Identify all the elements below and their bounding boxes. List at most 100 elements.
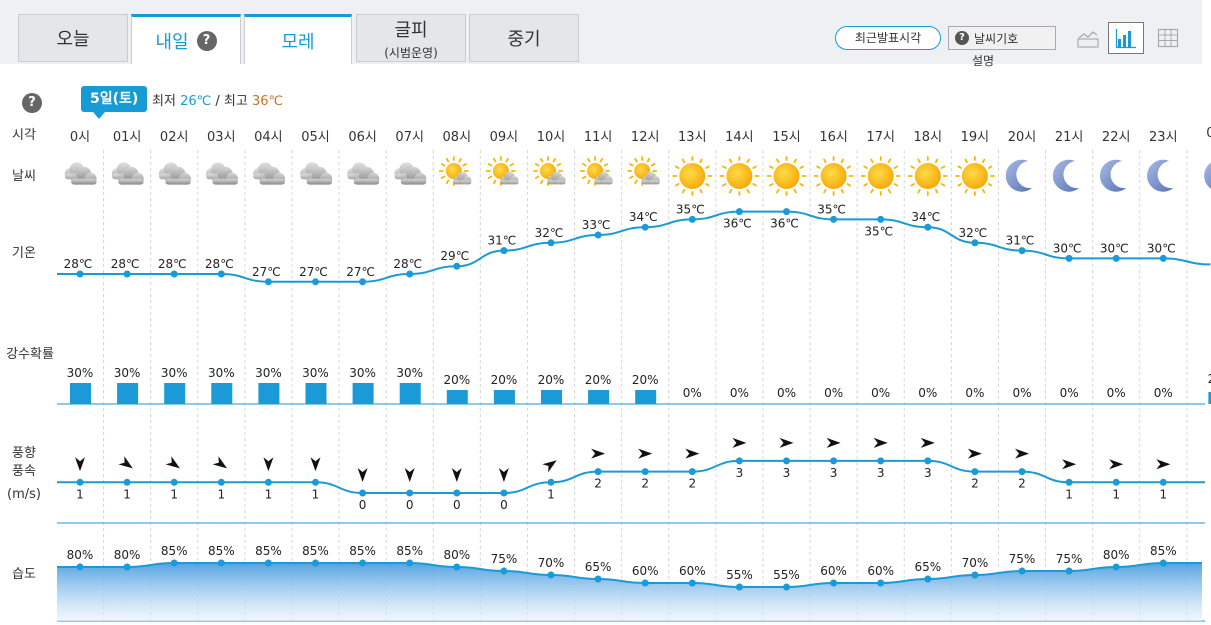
humidity-label: 80% xyxy=(1103,548,1130,562)
max-temp-label: 최고 xyxy=(223,94,248,109)
precip-label: 0% xyxy=(918,386,937,400)
wind-speed-point xyxy=(688,468,696,476)
wind-direction-icon xyxy=(118,456,133,469)
temperature-point xyxy=(641,223,649,231)
wind-speed-label: 1 xyxy=(1112,487,1120,501)
tab-2[interactable]: 내일? xyxy=(131,14,241,64)
wind-speed-label: 1 xyxy=(1159,487,1167,501)
temperature-label: 28℃ xyxy=(393,257,422,271)
moon-icon xyxy=(1147,159,1174,192)
wind-speed-label: 1 xyxy=(217,487,225,501)
wind-speed-point xyxy=(1112,478,1120,486)
wind-speed-point xyxy=(547,478,555,486)
tab-4[interactable]: 글피 (시범운영) xyxy=(356,14,466,62)
precip-bar xyxy=(258,383,280,404)
humidity-point xyxy=(547,571,555,579)
hour-label: 16시 xyxy=(819,130,848,145)
temperature-label: 28℃ xyxy=(111,257,140,271)
temperature-point xyxy=(264,278,272,286)
humidity-point xyxy=(1065,567,1073,575)
sunny-icon xyxy=(955,156,995,196)
hour-label: 12시 xyxy=(630,130,660,145)
tab-sublabel: (시범운영) xyxy=(384,45,438,60)
temperature-point xyxy=(123,270,131,278)
wind-speed-point xyxy=(971,468,979,476)
humidity-label: 75% xyxy=(1009,552,1036,566)
humidity-point xyxy=(1112,563,1120,571)
humidity-point xyxy=(877,579,885,587)
humidity-point xyxy=(735,583,743,591)
humidity-label: 85% xyxy=(255,544,282,558)
temperature-point xyxy=(1112,254,1120,262)
partly-sunny-icon xyxy=(485,156,519,186)
humidity-label: 70% xyxy=(962,556,989,570)
precip-bar xyxy=(211,383,233,404)
hour-label: 19시 xyxy=(960,130,990,145)
temperature-point xyxy=(1018,247,1026,255)
humidity-point xyxy=(217,559,225,567)
recent-release-button[interactable]: 최근발표시각 xyxy=(835,26,941,50)
temperature-point xyxy=(971,239,979,247)
wind-direction-icon xyxy=(1062,459,1077,470)
tab-3[interactable]: 모레 xyxy=(244,14,352,64)
min-max-temperature: 최저 26℃ / 최고 36℃ xyxy=(152,90,283,109)
precip-label: 20% xyxy=(632,373,659,387)
wind-direction-icon xyxy=(263,457,274,472)
tab-label: 오늘 xyxy=(56,29,90,50)
wind-speed-label: 3 xyxy=(830,466,838,480)
wind-direction-icon xyxy=(498,468,509,482)
sunny-icon xyxy=(672,156,713,196)
cloudy-icon xyxy=(206,162,238,185)
temperature-label: 31℃ xyxy=(488,234,517,248)
temperature-label: 28℃ xyxy=(158,257,187,271)
wind-speed-point xyxy=(453,489,461,497)
help-icon[interactable]: ? xyxy=(196,30,217,51)
hour-label: 10시 xyxy=(536,130,566,145)
humidity-point xyxy=(688,579,696,587)
tab-label: 모레 xyxy=(281,31,315,53)
hour-label: 11시 xyxy=(583,130,613,145)
temperature-point xyxy=(594,231,602,239)
precip-label: 20% xyxy=(491,373,518,387)
legend-description-label: 설명 xyxy=(972,54,995,68)
sunny-icon xyxy=(813,156,854,196)
tab-5[interactable]: 중기 xyxy=(469,14,579,62)
precip-label: 30% xyxy=(396,366,423,380)
temperature-point xyxy=(359,278,367,286)
table-view-button[interactable] xyxy=(1150,22,1186,54)
wind-direction-icon xyxy=(542,460,557,473)
wind-speed-point xyxy=(123,478,131,486)
tab-label: 글피 xyxy=(394,19,428,41)
max-temp-value: 36℃ xyxy=(251,94,284,109)
temperature-point xyxy=(500,247,508,255)
row-label-precipitation: 강수확률 xyxy=(6,347,54,362)
humidity-label: 75% xyxy=(491,552,518,566)
humidity-label: 85% xyxy=(396,544,423,558)
humidity-point xyxy=(924,575,932,583)
tab-1[interactable]: 오늘 xyxy=(18,14,128,62)
sunny-icon xyxy=(907,156,948,196)
wind-direction-icon xyxy=(75,457,85,472)
chart-help-icon[interactable]: ? xyxy=(22,93,42,113)
precip-label: 30% xyxy=(114,366,141,380)
bar-chart-view-button[interactable] xyxy=(1108,22,1144,54)
temperature-point xyxy=(1065,254,1073,262)
precip-label: 0% xyxy=(1107,386,1126,400)
help-icon: ? xyxy=(955,31,969,45)
wind-speed-point xyxy=(594,468,602,476)
temperature-point xyxy=(547,239,555,247)
humidity-area xyxy=(57,563,1202,621)
wind-speed-label: 2 xyxy=(641,477,649,491)
partly-sunny-icon xyxy=(627,156,660,186)
wind-direction-icon xyxy=(1015,448,1029,459)
weather-symbol-legend-button[interactable]: ? 날씨기호 xyxy=(948,26,1056,50)
cloudy-icon xyxy=(64,162,97,185)
hour-label: 02시 xyxy=(159,130,189,145)
wind-direction-icon xyxy=(212,456,228,469)
line-chart-view-button[interactable] xyxy=(1070,22,1106,54)
precip-label: 0% xyxy=(871,386,890,400)
wind-speed-point xyxy=(406,489,414,497)
humidity-label: 60% xyxy=(867,564,894,578)
temperature-label: 30℃ xyxy=(1100,241,1129,255)
